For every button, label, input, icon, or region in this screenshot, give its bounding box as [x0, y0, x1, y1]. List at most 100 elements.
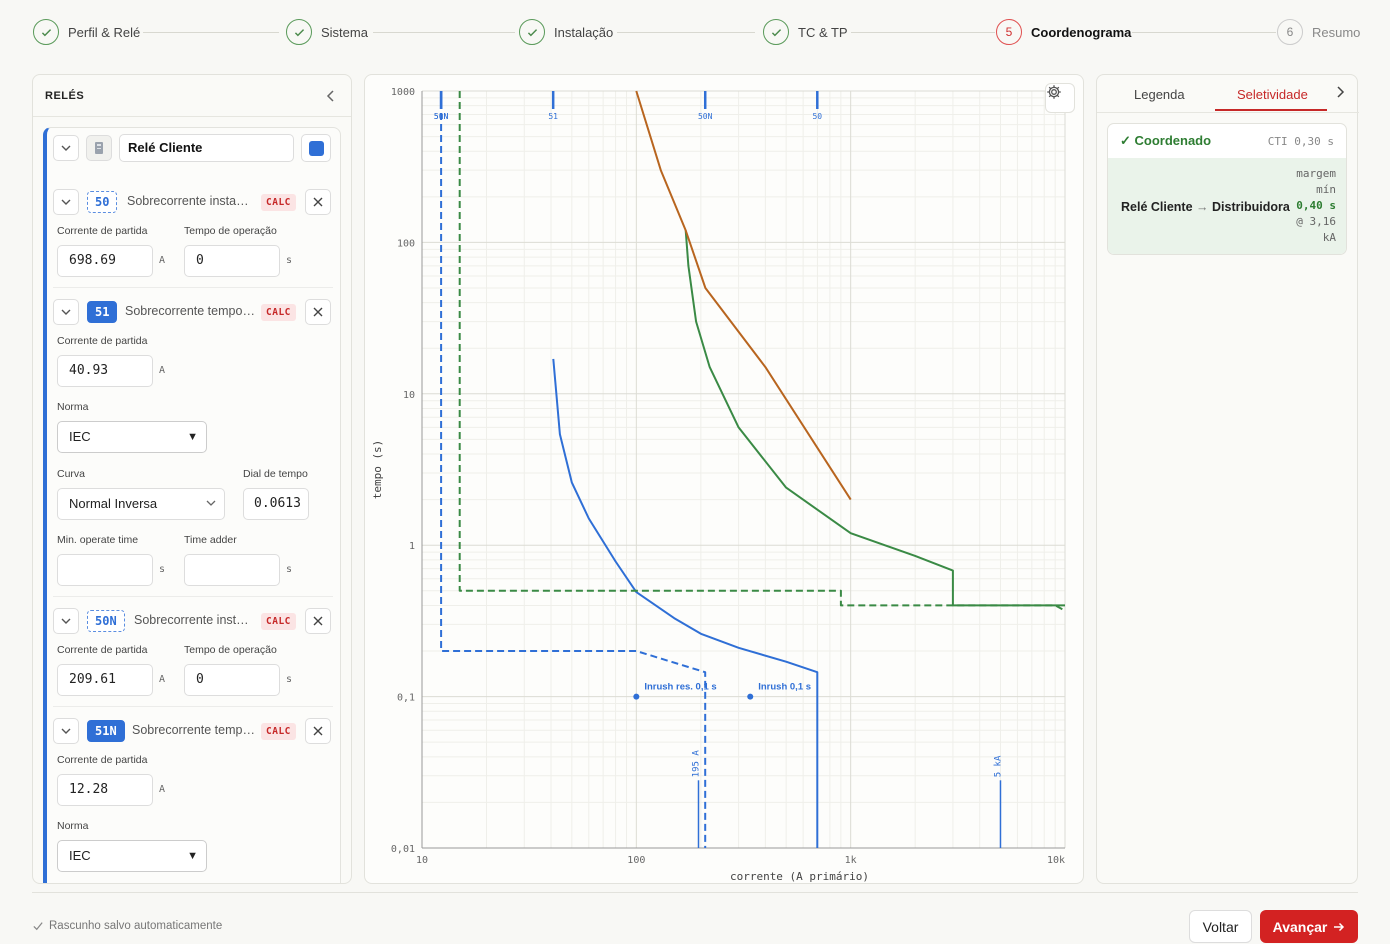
relay-color-picker[interactable]: [301, 134, 331, 162]
norm-value: IEC: [69, 848, 91, 863]
relay-name-input[interactable]: Relé Cliente: [119, 134, 294, 162]
function-name: Sobrecorrente instantânea de neutro: [134, 613, 255, 627]
unit-label: s: [286, 564, 293, 575]
collapse-panel-button[interactable]: [323, 88, 339, 104]
margin-current-unit: kA: [1322, 231, 1336, 244]
pickup-input[interactable]: 40.93: [57, 355, 153, 387]
selectivity-result-card[interactable]: ✓ Coordenado CTI 0,30 s Relé Cliente → D…: [1107, 123, 1347, 255]
remove-function-button[interactable]: [305, 718, 331, 744]
function-name: Sobrecorrente temporizada de neutro: [132, 723, 255, 737]
relay-device-icon: [95, 142, 103, 154]
y-tick-label: 1: [409, 541, 415, 552]
expand-function-button[interactable]: [53, 299, 79, 325]
curve-series-0: [552, 358, 819, 848]
norm-label: Norma: [57, 401, 89, 413]
calc-badge: CALC: [261, 194, 296, 211]
pickup-marker-label: 50N: [698, 112, 713, 121]
step-label: Resumo: [1312, 24, 1361, 40]
function-51: 51 Sobrecorrente temporizada CALC Corren…: [53, 299, 333, 599]
margin-current: @ 3,16: [1296, 215, 1336, 228]
curve-series-1: [440, 91, 707, 848]
relay-device-button[interactable]: [86, 135, 112, 161]
adder-input[interactable]: [184, 554, 280, 586]
norm-label: Norma: [57, 820, 89, 832]
coordination-chart-panel: 10 100 1k 10k 1000 100 10 1 0,1 0,01 corrente (A p…: [364, 74, 1084, 884]
pickup-marker-label: 50: [812, 112, 822, 121]
time-input[interactable]: 0: [184, 245, 280, 277]
x-tick-label: 10: [416, 855, 428, 866]
chart-settings-button[interactable]: [1045, 83, 1075, 113]
pickup-input[interactable]: 698.69: [57, 245, 153, 277]
back-button[interactable]: Voltar: [1189, 910, 1252, 943]
expand-function-button[interactable]: [53, 608, 79, 634]
chevron-down-icon: [206, 489, 216, 519]
coordination-status: ✓ Coordenado: [1120, 133, 1212, 148]
pickup-marker-label: 51N: [434, 112, 449, 121]
remove-function-button[interactable]: [305, 189, 331, 215]
arrow-right-icon: [1334, 922, 1345, 931]
x-axis-label: corrente (A primário): [730, 870, 869, 883]
step-perfil-rele[interactable]: Perfil & Relé: [33, 19, 140, 45]
relays-title: RELÉS: [45, 89, 85, 102]
norm-select[interactable]: IEC ▼: [57, 421, 207, 453]
relay-pair: Relé Cliente → Distribuidora: [1121, 200, 1290, 214]
x-tick-label: 10k: [1047, 855, 1065, 866]
remove-function-button[interactable]: [305, 299, 331, 325]
expand-relay-button[interactable]: [53, 135, 79, 161]
min-time-input[interactable]: [57, 554, 153, 586]
step-number: 6: [1277, 19, 1303, 45]
chevron-down-icon: [61, 145, 71, 151]
step-sistema[interactable]: Sistema: [286, 19, 368, 45]
step-coordenograma[interactable]: 5 Coordenograma: [996, 19, 1131, 45]
step-connector: [1132, 32, 1276, 33]
coordination-chart[interactable]: 10 100 1k 10k 1000 100 10 1 0,1 0,01 corrente (A p…: [365, 75, 1085, 885]
inrush-point: [747, 693, 754, 700]
step-instalacao[interactable]: Instalação: [519, 19, 613, 45]
norm-select[interactable]: IEC ▼: [57, 840, 207, 872]
dial-input[interactable]: 0.0613: [243, 488, 309, 520]
curve-select[interactable]: Normal Inversa: [57, 488, 225, 520]
pickup-label: Corrente de partida: [57, 754, 148, 766]
remove-function-button[interactable]: [305, 608, 331, 634]
selectivity-panel: Legenda Seletividade ✓ Coordenado CTI 0,…: [1096, 74, 1359, 884]
time-label: Tempo de operação: [184, 644, 277, 656]
chevron-down-icon: [61, 309, 71, 315]
step-resumo[interactable]: 6 Resumo: [1277, 19, 1360, 45]
tab-legenda[interactable]: Legenda: [1134, 87, 1185, 102]
relay-pair-to: Distribuidora: [1212, 200, 1290, 214]
fault-level-label: 195 A: [691, 750, 701, 778]
close-icon: [313, 307, 323, 317]
time-input[interactable]: 0: [184, 664, 280, 696]
step-tc-tp[interactable]: TC & TP: [763, 19, 848, 45]
stepper: Perfil & Relé Sistema Instalação TC & TP…: [33, 18, 1363, 48]
step-connector: [851, 32, 995, 33]
check-icon: [33, 922, 43, 931]
margin-label: margem: [1296, 167, 1336, 180]
calc-badge: CALC: [261, 304, 296, 321]
x-tick-label: 1k: [845, 855, 857, 866]
pickup-input[interactable]: 209.61: [57, 664, 153, 696]
function-51n: 51N Sobrecorrente temporizada de neutro …: [53, 718, 333, 883]
y-axis-label: tempo (s): [371, 440, 384, 500]
relay-pair-from: Relé Cliente: [1121, 200, 1193, 214]
pickup-input[interactable]: 12.28: [57, 774, 153, 806]
adder-label: Time adder: [184, 534, 237, 546]
time-label: Tempo de operação: [184, 225, 277, 237]
chevron-right-icon: [1337, 86, 1345, 98]
active-tab-indicator: [1215, 109, 1327, 111]
next-button[interactable]: Avançar: [1260, 910, 1358, 943]
unit-label: A: [159, 255, 166, 266]
unit-label: s: [159, 564, 166, 575]
chevron-down-icon: [61, 618, 71, 624]
gear-icon: [1047, 85, 1061, 99]
y-tick-label: 0,01: [391, 844, 415, 855]
check-icon: [763, 19, 789, 45]
step-label: Instalação: [554, 24, 614, 40]
expand-function-button[interactable]: [53, 189, 79, 215]
tabs-next-button[interactable]: [1335, 85, 1345, 102]
unit-label: s: [286, 255, 293, 266]
unit-label: A: [159, 365, 166, 376]
tab-seletividade[interactable]: Seletividade: [1237, 87, 1308, 102]
margin-label: mín: [1316, 183, 1336, 196]
expand-function-button[interactable]: [53, 718, 79, 744]
